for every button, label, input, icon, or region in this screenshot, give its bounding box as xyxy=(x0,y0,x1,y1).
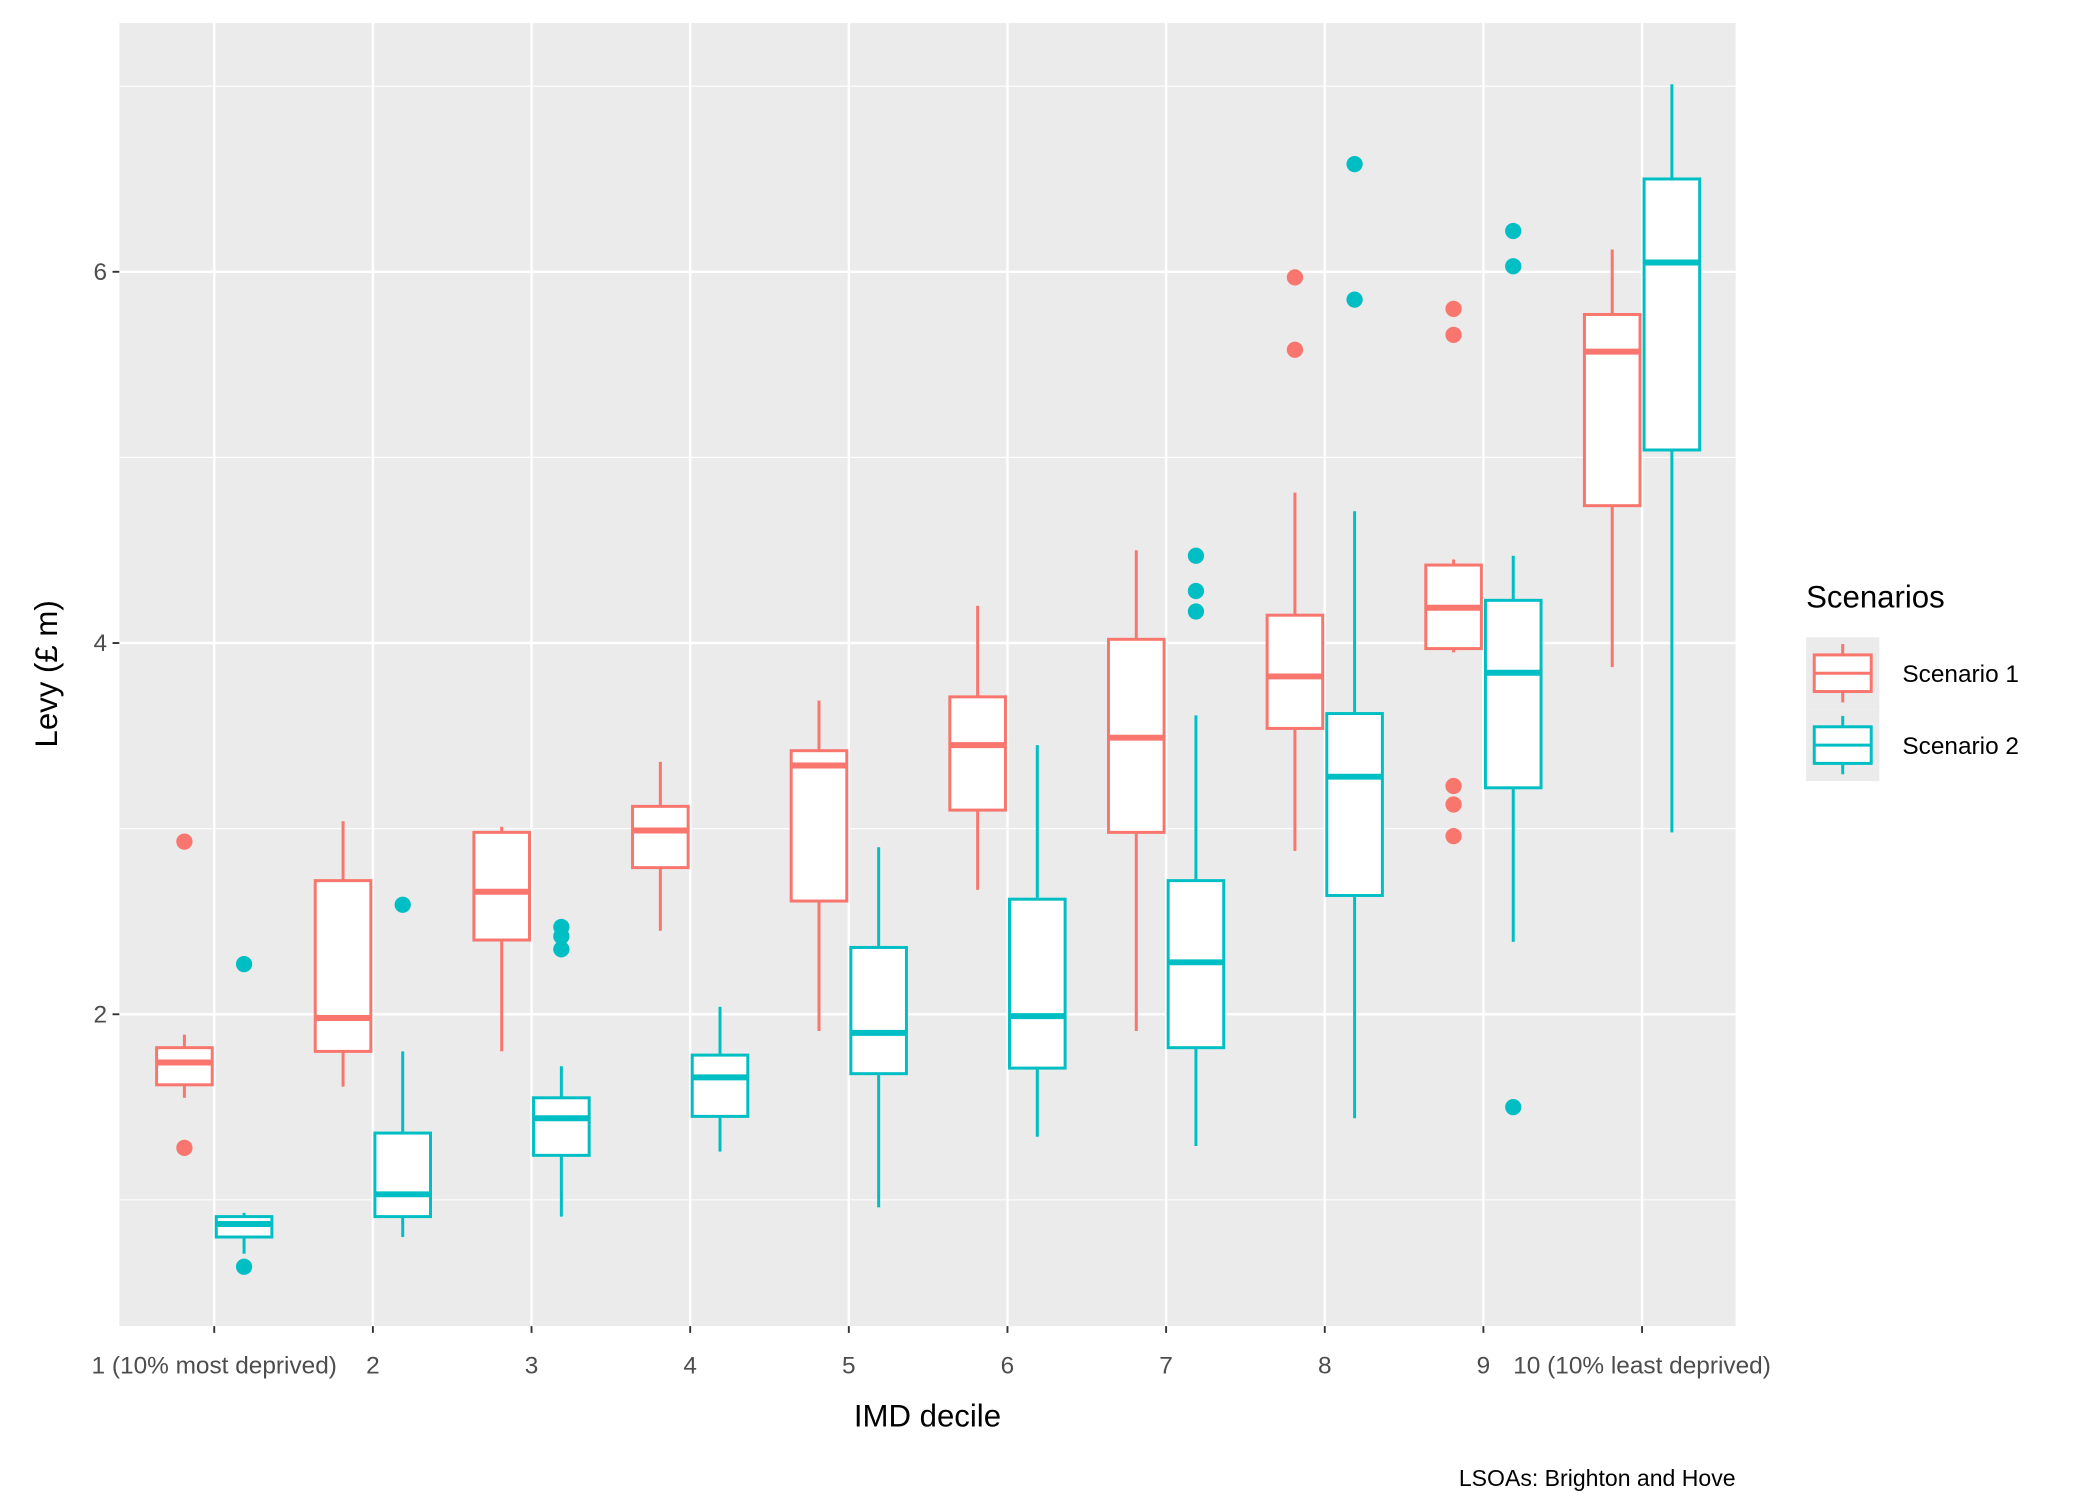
box-group xyxy=(789,700,849,1031)
outlier xyxy=(235,956,253,973)
x-tick-label: 6 xyxy=(1001,1353,1015,1380)
axes: 2 4 6 1 (10% most deprived) 2 3 4 5 6 7 8 9 10 (10% … xyxy=(92,259,1771,1380)
x-tick-label: 8 xyxy=(1318,1353,1332,1380)
box-group xyxy=(1166,547,1226,1147)
outlier xyxy=(553,941,570,958)
outlier xyxy=(1346,291,1363,308)
box-group xyxy=(849,847,908,1208)
outlier xyxy=(394,896,411,913)
box-group xyxy=(313,821,373,1087)
box xyxy=(789,749,849,903)
box-group xyxy=(532,918,591,1217)
outlier xyxy=(1445,827,1462,845)
box xyxy=(1642,177,1702,452)
outlier xyxy=(1187,582,1205,600)
box-group xyxy=(214,956,274,1275)
box-group xyxy=(155,833,214,1157)
box-group xyxy=(1582,249,1642,668)
panel-background xyxy=(119,23,1736,1327)
x-axis-title: IMD decile xyxy=(854,1398,1001,1433)
box xyxy=(472,830,531,942)
box xyxy=(631,804,690,870)
box xyxy=(849,945,908,1076)
box xyxy=(948,695,1007,812)
x-tick-label: 10 (10% least deprived) xyxy=(1513,1353,1771,1380)
box xyxy=(373,1131,433,1219)
legend-label: Scenario 1 xyxy=(1902,661,2019,688)
plot-marks xyxy=(155,84,1702,1275)
outlier xyxy=(1346,155,1363,173)
box-group xyxy=(1008,745,1067,1137)
x-tick-label: 3 xyxy=(525,1353,539,1380)
outlier xyxy=(1445,796,1462,813)
box-group xyxy=(948,605,1007,890)
x-tick-label: 1 (10% most deprived) xyxy=(92,1353,337,1380)
box-group xyxy=(690,1006,750,1152)
box xyxy=(313,879,373,1053)
box xyxy=(1265,613,1325,730)
outlier xyxy=(176,833,193,850)
x-tick-label: 9 xyxy=(1477,1353,1491,1380)
outlier xyxy=(235,1258,253,1275)
outlier xyxy=(1445,777,1462,795)
box-group xyxy=(373,896,433,1238)
legend: Scenario 1 Scenario 2 xyxy=(1806,637,2019,782)
box-group xyxy=(1424,300,1483,845)
box-group xyxy=(1265,269,1325,851)
outlier xyxy=(176,1139,193,1157)
box-group xyxy=(1642,84,1702,833)
box-group xyxy=(1483,222,1543,1116)
box-group xyxy=(1325,155,1384,1119)
x-tick-label: 7 xyxy=(1159,1353,1173,1380)
y-tick-label: 2 xyxy=(94,1001,108,1028)
outlier xyxy=(1505,222,1522,240)
outlier xyxy=(553,928,570,945)
outlier xyxy=(1187,603,1205,620)
outlier xyxy=(1505,1098,1522,1116)
box-group xyxy=(472,826,531,1052)
box xyxy=(1008,897,1067,1070)
x-tick-label: 2 xyxy=(366,1353,380,1380)
box-group xyxy=(631,761,690,931)
x-tick-label: 5 xyxy=(842,1353,856,1380)
y-tick-label: 6 xyxy=(94,259,108,286)
box xyxy=(1483,598,1543,790)
legend-label: Scenario 2 xyxy=(1902,733,2019,760)
box xyxy=(1582,312,1642,508)
outlier xyxy=(1286,341,1304,358)
box-group xyxy=(1106,550,1166,1031)
outlier xyxy=(1445,326,1462,344)
x-tick-label: 4 xyxy=(683,1353,697,1380)
caption: LSOAs: Brighton and Hove xyxy=(1459,1465,1736,1491)
legend-title: Scenarios xyxy=(1806,579,1945,614)
outlier xyxy=(1445,300,1462,318)
outlier xyxy=(1187,547,1205,564)
outlier xyxy=(1286,269,1304,286)
box xyxy=(532,1096,591,1157)
y-axis-title: Levy (£ m) xyxy=(29,600,64,747)
y-tick-label: 4 xyxy=(94,630,108,657)
box xyxy=(690,1053,750,1118)
box xyxy=(155,1046,214,1087)
box xyxy=(1325,712,1384,897)
outlier xyxy=(1505,258,1522,275)
grid xyxy=(119,23,1736,1327)
